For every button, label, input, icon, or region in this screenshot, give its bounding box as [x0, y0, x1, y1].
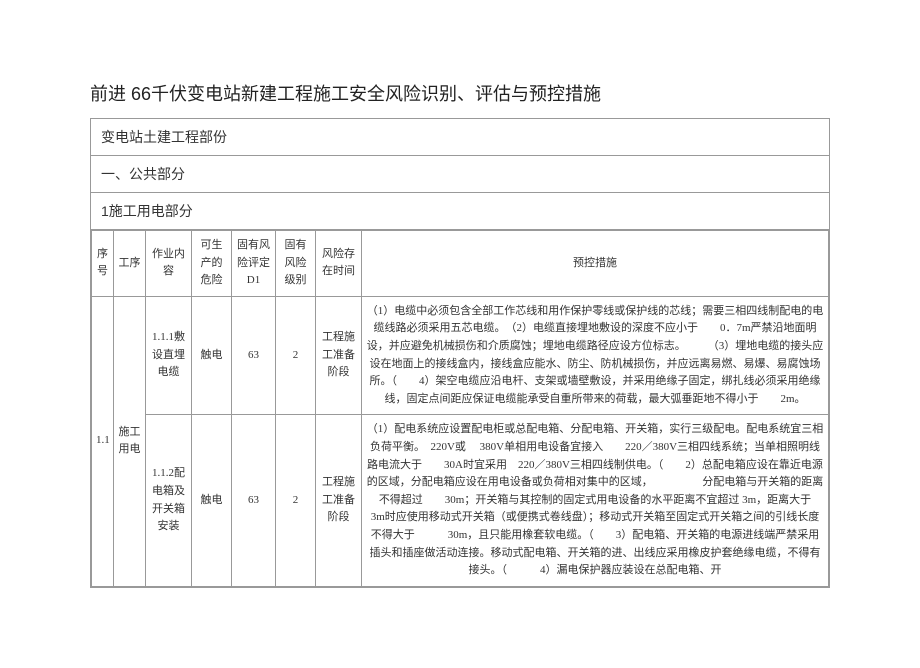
cell-measure: （1）配电系统应设置配电柜或总配电箱、分配电箱、开关箱，实行三级配电。配电系统宜…: [362, 415, 829, 586]
section-power: 1施工用电部分: [91, 193, 830, 230]
header-danger: 可生产的危险: [192, 231, 232, 297]
cell-work: 1.1.1敷设直埋电缆: [146, 296, 192, 415]
cell-rate: 63: [232, 296, 276, 415]
section-public: 一、公共部分: [91, 156, 830, 193]
header-proc: 工序: [114, 231, 146, 297]
header-rate: 固有风险评定 D1: [232, 231, 276, 297]
table-row: 1.1.2配电箱及开关箱安装 触电 63 2 工程施工准备阶段 （1）配电系统应…: [92, 415, 829, 586]
cell-time: 工程施工准备阶段: [316, 415, 362, 586]
page-title: 前进 66千伏变电站新建工程施工安全风险识别、评估与预控措施: [90, 80, 830, 106]
cell-level: 2: [276, 296, 316, 415]
cell-seq: 1.1: [92, 296, 114, 586]
cell-rate: 63: [232, 415, 276, 586]
main-table: 变电站土建工程部份 一、公共部分 1施工用电部分: [90, 118, 830, 588]
cell-measure: （1）电缆中必须包含全部工作芯线和用作保护零线或保护线的芯线；需要三相四线制配电…: [362, 296, 829, 415]
section-civil: 变电站土建工程部份: [91, 119, 830, 156]
header-time: 风险存在时间: [316, 231, 362, 297]
cell-danger: 触电: [192, 415, 232, 586]
header-work: 作业内容: [146, 231, 192, 297]
table-row: 1.1 施工用电 1.1.1敷设直埋电缆 触电 63 2 工程施工准备阶段 （1…: [92, 296, 829, 415]
data-table: 序号 工序 作业内容 可生产的危险 固有风险评定 D1 固有风险级别 风险存在时…: [91, 230, 829, 587]
header-level: 固有风险级别: [276, 231, 316, 297]
cell-danger: 触电: [192, 296, 232, 415]
cell-proc: 施工用电: [114, 296, 146, 586]
header-measure: 预控措施: [362, 231, 829, 297]
cell-time: 工程施工准备阶段: [316, 296, 362, 415]
header-seq: 序号: [92, 231, 114, 297]
cell-level: 2: [276, 415, 316, 586]
cell-work: 1.1.2配电箱及开关箱安装: [146, 415, 192, 586]
